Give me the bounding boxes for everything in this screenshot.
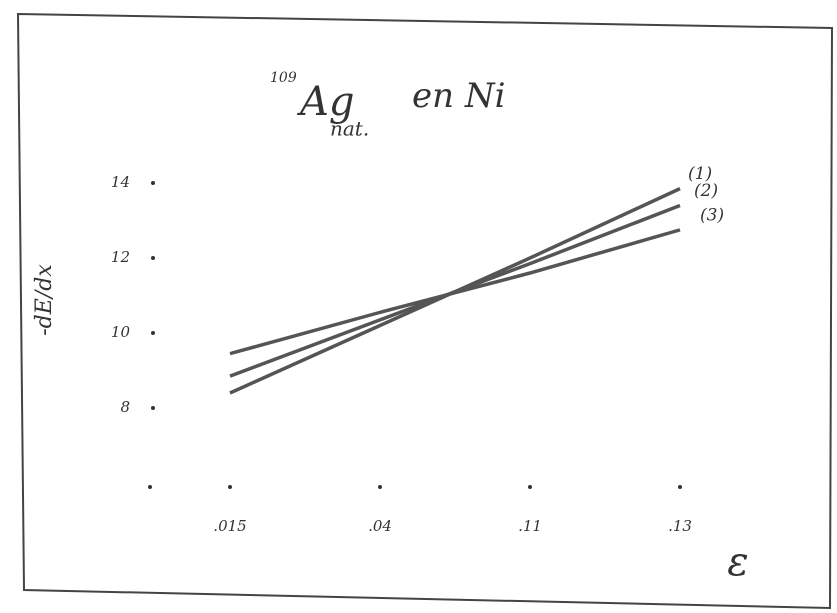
origin-dot [148, 485, 152, 489]
x-tick-label: .13 [668, 517, 692, 535]
y-tick [151, 181, 155, 185]
x-tick [378, 485, 382, 489]
y-tick [151, 256, 155, 260]
y-axis-label: -dE/dx [32, 264, 57, 336]
chart: 109 Ag nat. en Ni -dE/dx ε 8101214.015.0… [0, 0, 837, 613]
series-label: (3) [700, 205, 724, 225]
y-tick-label: 8 [120, 398, 130, 416]
y-tick-label: 12 [111, 248, 130, 266]
y-tick-label: 10 [111, 323, 131, 341]
series-line [230, 206, 680, 377]
series-line [230, 230, 680, 354]
y-tick [151, 406, 155, 410]
x-axis-label: ε [727, 539, 748, 585]
x-tick [528, 485, 532, 489]
x-tick-label: .11 [518, 517, 542, 535]
title-superscript: 109 [270, 70, 297, 86]
x-tick [678, 485, 682, 489]
y-tick [151, 331, 155, 335]
title-suffix: en Ni [412, 76, 505, 116]
x-tick [228, 485, 232, 489]
page: {"chart_data": {"type": "line", "title_s… [0, 0, 837, 613]
title-subscript: nat. [330, 117, 369, 141]
series-label: (2) [694, 181, 718, 201]
y-tick-label: 14 [111, 173, 130, 191]
x-tick-label: .04 [368, 517, 392, 535]
x-tick-label: .015 [213, 517, 246, 535]
